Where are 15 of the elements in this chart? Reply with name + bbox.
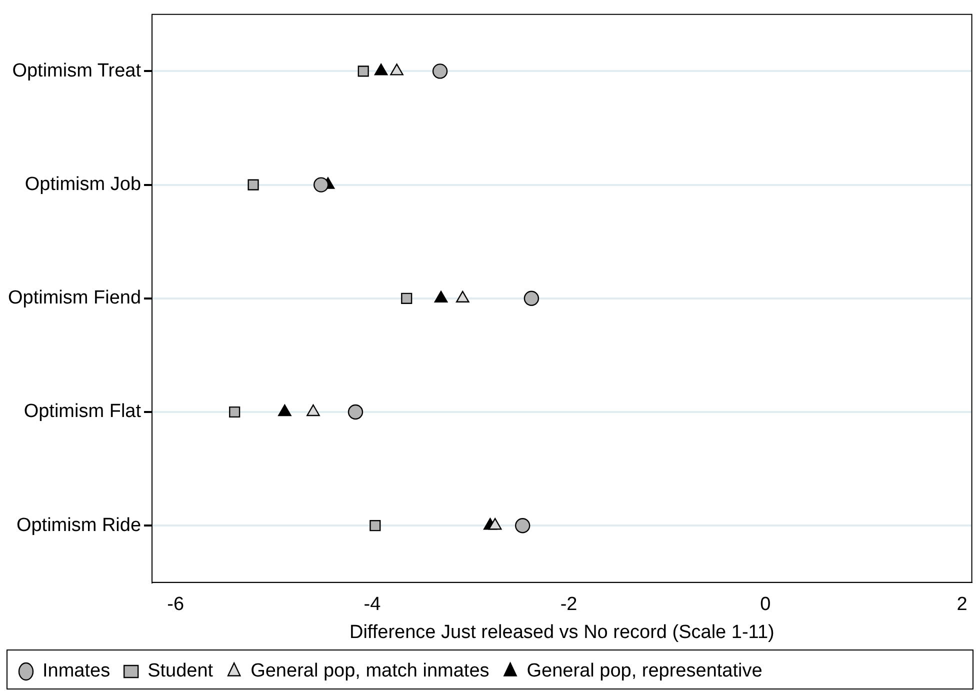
x-tick-label: -6	[167, 594, 184, 616]
legend-label: Inmates	[42, 660, 110, 682]
y-tick-label: Optimism Job	[24, 174, 142, 196]
x-axis-title: Difference Just released vs No record (Scale 1-11)	[349, 622, 774, 643]
y-tick-label: Optimism Flat	[24, 401, 142, 422]
x-tick-label: 2	[956, 594, 968, 616]
legend-label: General pop, match inmates	[250, 660, 490, 682]
x-tick-label: -2	[560, 594, 578, 616]
x-tick-label: 0	[760, 594, 771, 616]
legend-label: General pop, representative	[526, 660, 762, 682]
y-tick-label: Optimism Fiend	[8, 288, 142, 309]
y-tick-label: Optimism Treat	[12, 60, 142, 82]
x-tick-label: -4	[364, 594, 382, 616]
y-tick-label: Optimism Ride	[16, 514, 142, 536]
legend-label: Student	[148, 660, 214, 682]
